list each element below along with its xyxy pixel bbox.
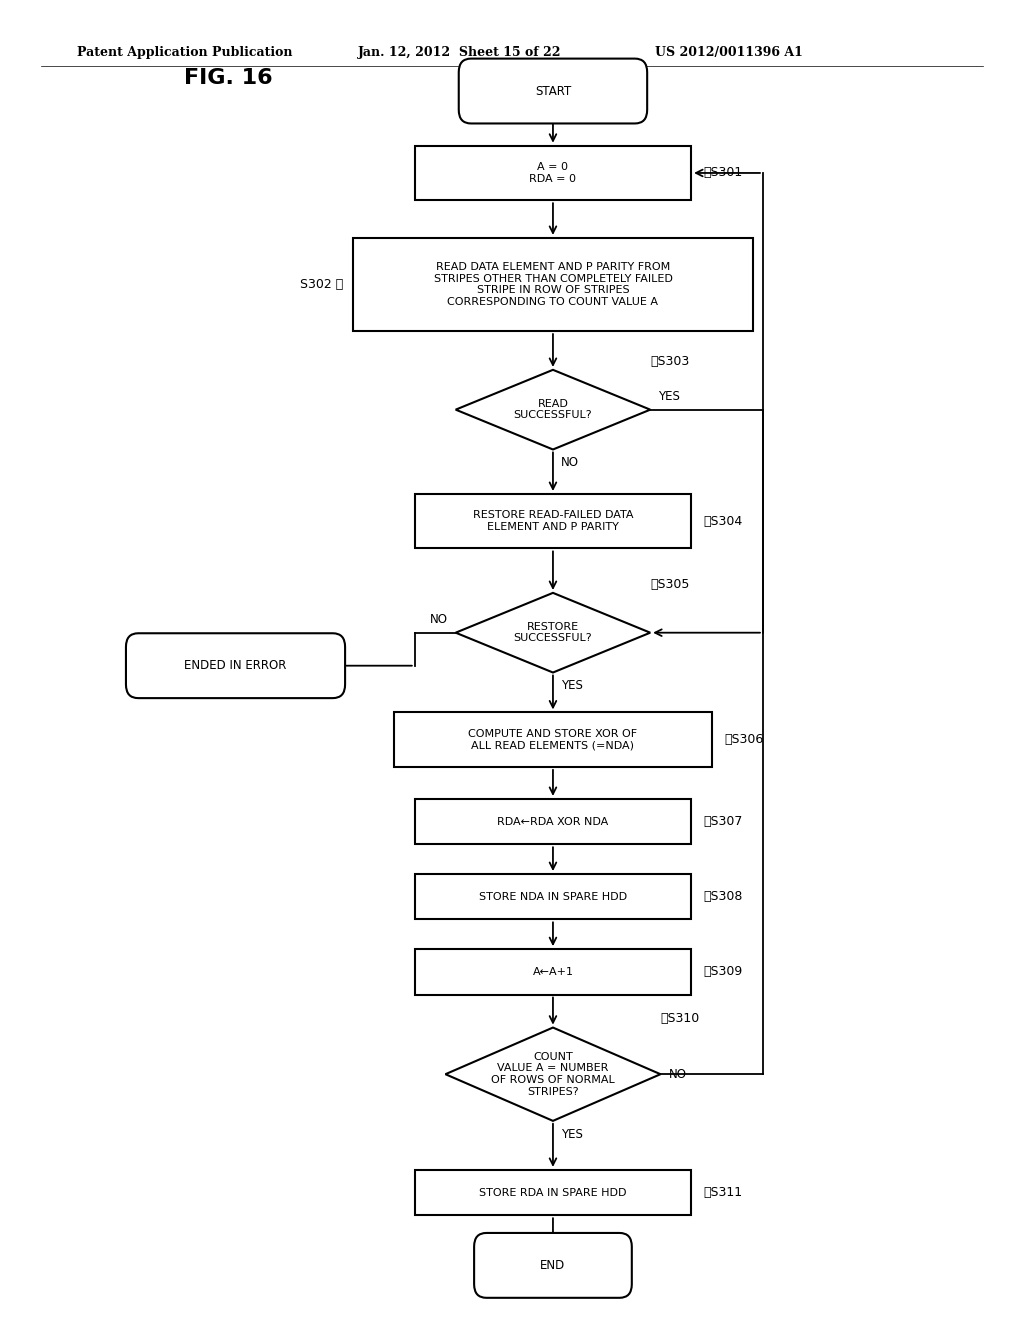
Text: Patent Application Publication: Patent Application Publication: [77, 46, 292, 59]
Text: US 2012/0011396 A1: US 2012/0011396 A1: [655, 46, 803, 59]
Text: YES: YES: [658, 389, 680, 403]
Polygon shape: [456, 593, 650, 672]
Text: ⤵S311: ⤵S311: [703, 1187, 742, 1199]
Text: S302 ⤶: S302 ⤶: [300, 279, 343, 290]
Text: ENDED IN ERROR: ENDED IN ERROR: [184, 659, 287, 672]
Text: STORE RDA IN SPARE HDD: STORE RDA IN SPARE HDD: [479, 1188, 627, 1197]
FancyBboxPatch shape: [415, 145, 691, 201]
Text: ⤵S301: ⤵S301: [703, 166, 742, 180]
Text: ⤵S308: ⤵S308: [703, 890, 742, 903]
FancyBboxPatch shape: [415, 874, 691, 920]
Text: ⤵S304: ⤵S304: [703, 515, 742, 528]
Text: RESTORE READ-FAILED DATA
ELEMENT AND P PARITY: RESTORE READ-FAILED DATA ELEMENT AND P P…: [473, 511, 633, 532]
FancyBboxPatch shape: [415, 494, 691, 549]
Text: START: START: [535, 84, 571, 98]
FancyBboxPatch shape: [415, 949, 691, 994]
Text: NO: NO: [561, 457, 580, 470]
Text: STORE NDA IN SPARE HDD: STORE NDA IN SPARE HDD: [479, 892, 627, 902]
Text: A = 0
RDA = 0: A = 0 RDA = 0: [529, 162, 577, 183]
Text: ⤵S309: ⤵S309: [703, 965, 742, 978]
Text: RDA←RDA XOR NDA: RDA←RDA XOR NDA: [498, 817, 608, 826]
FancyBboxPatch shape: [415, 799, 691, 845]
FancyBboxPatch shape: [353, 238, 753, 331]
Text: RESTORE
SUCCESSFUL?: RESTORE SUCCESSFUL?: [514, 622, 592, 643]
Text: ⤵S307: ⤵S307: [703, 814, 742, 828]
Text: NO: NO: [429, 612, 447, 626]
Text: ⤵S310: ⤵S310: [660, 1012, 699, 1026]
Text: ⤵S303: ⤵S303: [650, 355, 689, 367]
Text: YES: YES: [561, 1127, 583, 1140]
Text: NO: NO: [669, 1068, 687, 1081]
Text: YES: YES: [561, 680, 583, 693]
Text: ⤵S306: ⤵S306: [724, 733, 763, 746]
FancyBboxPatch shape: [459, 58, 647, 124]
FancyBboxPatch shape: [474, 1233, 632, 1298]
Text: READ DATA ELEMENT AND P PARITY FROM
STRIPES OTHER THAN COMPLETELY FAILED
STRIPE : READ DATA ELEMENT AND P PARITY FROM STRI…: [433, 263, 673, 306]
Polygon shape: [456, 370, 650, 450]
Text: COMPUTE AND STORE XOR OF
ALL READ ELEMENTS (=NDA): COMPUTE AND STORE XOR OF ALL READ ELEMEN…: [468, 729, 638, 751]
Text: ⤵S305: ⤵S305: [650, 578, 689, 590]
Polygon shape: [445, 1027, 660, 1121]
Text: FIG. 16: FIG. 16: [184, 69, 273, 88]
FancyBboxPatch shape: [394, 713, 712, 767]
Text: A←A+1: A←A+1: [532, 966, 573, 977]
FancyBboxPatch shape: [126, 634, 345, 698]
Text: COUNT
VALUE A = NUMBER
OF ROWS OF NORMAL
STRIPES?: COUNT VALUE A = NUMBER OF ROWS OF NORMAL…: [492, 1052, 614, 1097]
Text: Jan. 12, 2012  Sheet 15 of 22: Jan. 12, 2012 Sheet 15 of 22: [358, 46, 562, 59]
Text: READ
SUCCESSFUL?: READ SUCCESSFUL?: [514, 399, 592, 421]
FancyBboxPatch shape: [415, 1170, 691, 1216]
Text: END: END: [541, 1259, 565, 1272]
